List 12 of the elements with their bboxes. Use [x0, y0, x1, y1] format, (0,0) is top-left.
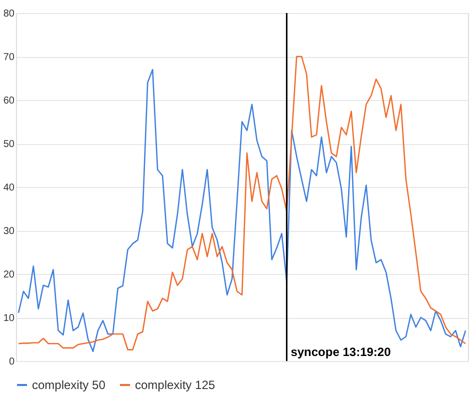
annotation: syncope 13:19:20: [290, 345, 392, 359]
y-tick-label: 70: [3, 52, 15, 63]
y-tick-label: 40: [3, 182, 15, 194]
legend-label: complexity 125: [135, 378, 216, 392]
legend-label: complexity 50: [32, 378, 106, 392]
y-tick-label: 0: [8, 356, 15, 368]
y-tick-label: 60: [3, 96, 15, 106]
y-tick-label: 30: [3, 226, 15, 237]
y-tick-label: 20: [3, 270, 15, 280]
y-tick-label: 80: [3, 8, 15, 20]
y-tick-label: 50: [3, 139, 15, 150]
y-tick-label: 10: [3, 313, 15, 324]
